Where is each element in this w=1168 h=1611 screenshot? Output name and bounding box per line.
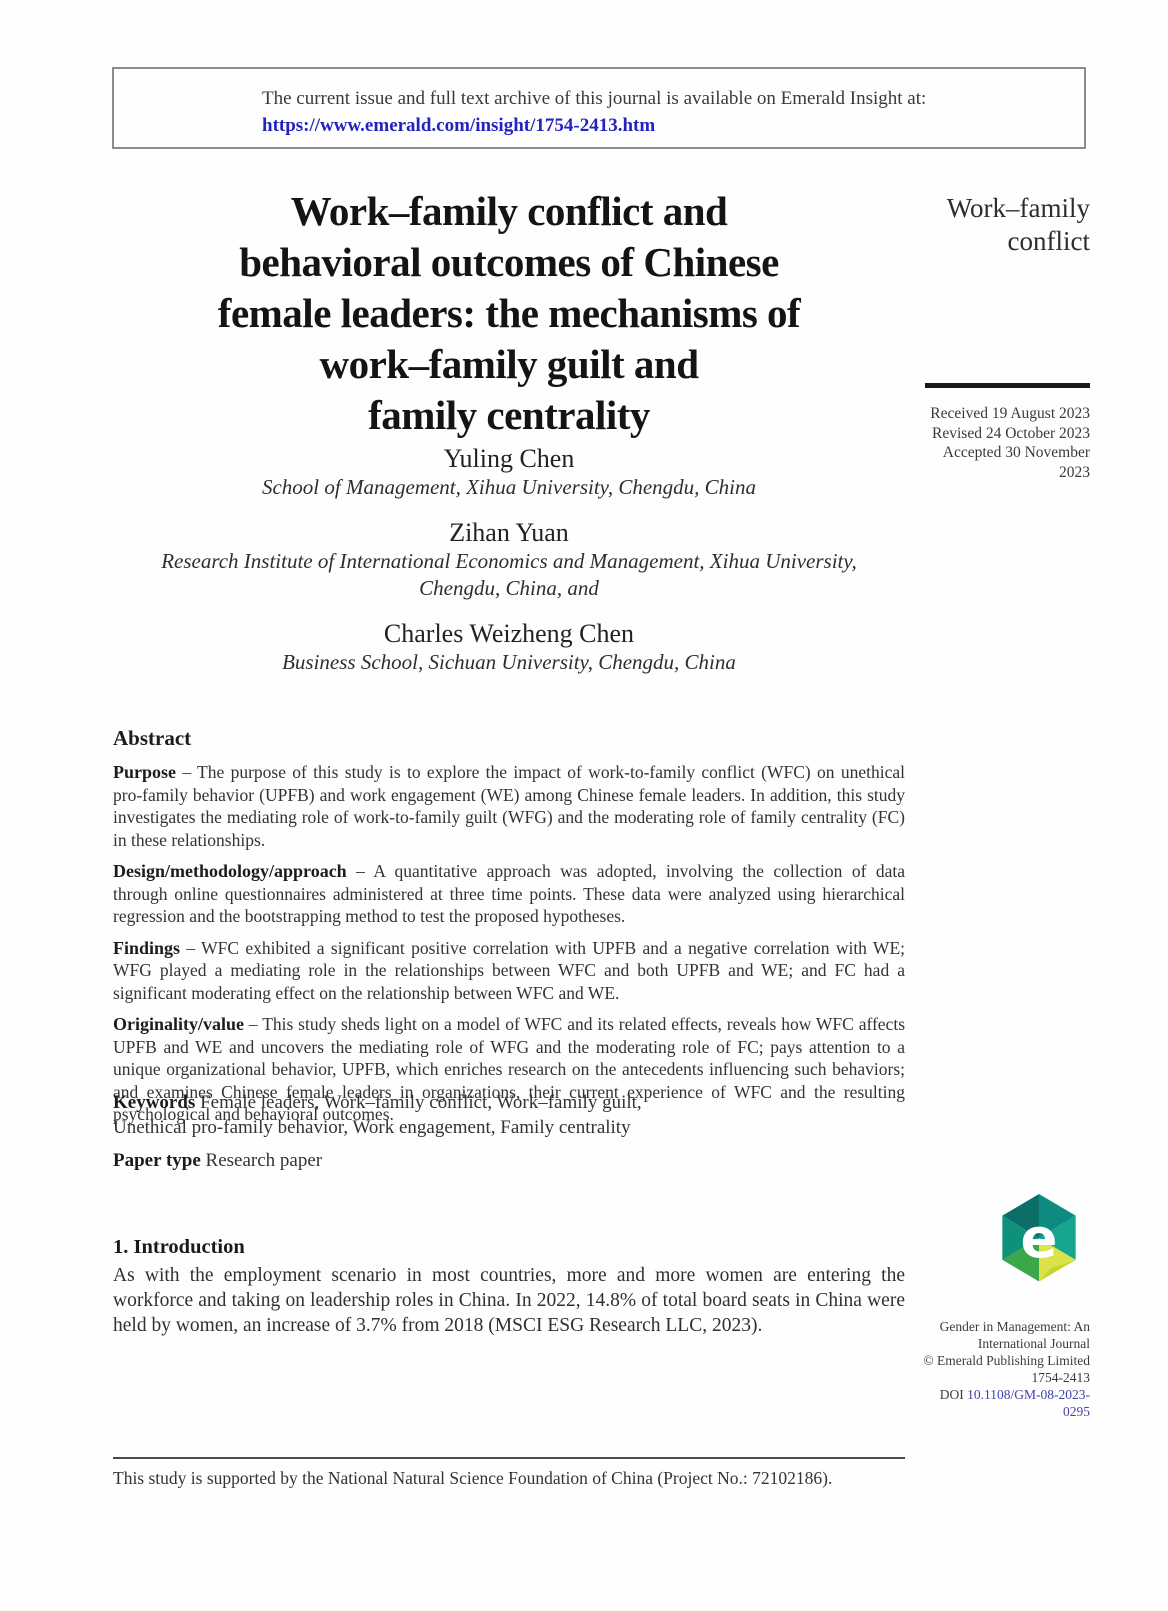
- introduction-paragraph: As with the employment scenario in most …: [113, 1265, 905, 1336]
- emerald-logo-icon: e: [992, 1190, 1086, 1294]
- abstract-design-label: Design/methodology/approach: [113, 861, 347, 881]
- journal-name-line1: Gender in Management: An: [939, 1319, 1090, 1334]
- running-head-line1: Work–family: [946, 193, 1090, 223]
- right-column: Work–family conflict Received 19 August …: [920, 0, 1090, 1611]
- doi-link[interactable]: 10.1108/GM-08-2023-0295: [967, 1387, 1090, 1419]
- running-head: Work–family conflict: [920, 192, 1090, 258]
- journal-archive-link[interactable]: https://www.emerald.com/insight/1754-241…: [262, 115, 656, 136]
- abstract-originality-label: Originality/value: [113, 1014, 245, 1034]
- title-line: work–family guilt and: [319, 341, 699, 387]
- title-line: Work–family conflict and: [290, 188, 728, 234]
- introduction-section: 1. Introduction As with the employment s…: [113, 1236, 905, 1338]
- archive-notice-box: The current issue and full text archive …: [112, 67, 1086, 149]
- author-affiliation: Business School, Sichuan University, Che…: [282, 650, 736, 674]
- abstract-originality: Originality/value – This study sheds lig…: [113, 1013, 905, 1126]
- abstract-design-text: – A quantitative approach was adopted, i…: [113, 861, 905, 926]
- title-line: family centrality: [368, 392, 650, 438]
- authors-block: Yuling Chen School of Management, Xihua …: [113, 444, 905, 676]
- main-column: Work–family conflict and behavioral outc…: [113, 0, 905, 1611]
- archive-notice-text: The current issue and full text archive …: [262, 88, 927, 109]
- keywords-label: Keywords: [113, 1092, 196, 1113]
- doi-line: DOI 10.1108/GM-08-2023-0295: [920, 1386, 1090, 1420]
- abstract-findings-text: – WFC exhibited a significant positive c…: [113, 937, 906, 1003]
- keywords-block: Keywords Female leaders, Work–family con…: [113, 1090, 905, 1140]
- abstract-findings: Findings – WFC exhibited a significant p…: [113, 937, 905, 1005]
- article-history: Received 19 August 2023 Revised 24 Octob…: [920, 404, 1090, 482]
- abstract-purpose-text: – The purpose of this study is to explor…: [113, 762, 905, 850]
- funding-footnote: This study is supported by the National …: [113, 1468, 833, 1488]
- abstract-purpose-label: Purpose: [113, 762, 176, 782]
- footnote-divider: [113, 1457, 905, 1459]
- journal-name-line2: International Journal: [977, 1336, 1090, 1351]
- article-title: Work–family conflict and behavioral outc…: [113, 186, 905, 441]
- author-affiliation: School of Management, Xihua University, …: [261, 475, 757, 499]
- title-line: behavioral outcomes of Chinese: [239, 239, 779, 285]
- accepted-date: Accepted 30 November 2023: [942, 444, 1090, 481]
- keywords-line1: Female leaders, Work–family conflict, Wo…: [200, 1092, 642, 1113]
- paper-type-value: Research paper: [205, 1150, 323, 1171]
- paper-type-block: Paper type Research paper: [113, 1150, 905, 1172]
- revised-date: Revised 24 October 2023: [932, 424, 1090, 442]
- paper-type-label: Paper type: [113, 1150, 201, 1171]
- abstract-purpose: Purpose – The purpose of this study is t…: [113, 761, 905, 851]
- abstract-findings-label: Findings: [113, 937, 181, 958]
- author-affiliation: Research Institute of International Econ…: [161, 549, 857, 573]
- running-head-line2: conflict: [1007, 226, 1090, 256]
- author-name: Yuling Chen: [443, 444, 575, 473]
- svg-text:e: e: [1021, 1206, 1058, 1270]
- keywords-line2: Unethical pro-family behavior, Work enga…: [113, 1117, 631, 1138]
- author-name: Charles Weizheng Chen: [383, 619, 635, 648]
- journal-imprint: Gender in Management: An International J…: [920, 1318, 1090, 1420]
- abstract-design: Design/methodology/approach – A quantita…: [113, 860, 905, 928]
- publisher-line: © Emerald Publishing Limited: [923, 1353, 1090, 1368]
- received-date: Received 19 August 2023: [930, 405, 1090, 422]
- issn: 1754-2413: [1031, 1370, 1091, 1385]
- title-line: female leaders: the mechanisms of: [217, 290, 801, 336]
- doi-label: DOI: [939, 1387, 964, 1402]
- side-rule: [925, 383, 1090, 388]
- abstract-originality-text: – This study sheds light on a model of W…: [113, 1014, 906, 1124]
- abstract-heading: Abstract: [113, 726, 192, 750]
- introduction-heading: 1. Introduction: [113, 1236, 245, 1258]
- author-name: Zihan Yuan: [449, 518, 569, 547]
- author-affiliation: Chengdu, China, and: [419, 576, 599, 600]
- abstract-section: Abstract Purpose – The purpose of this s…: [113, 726, 905, 1135]
